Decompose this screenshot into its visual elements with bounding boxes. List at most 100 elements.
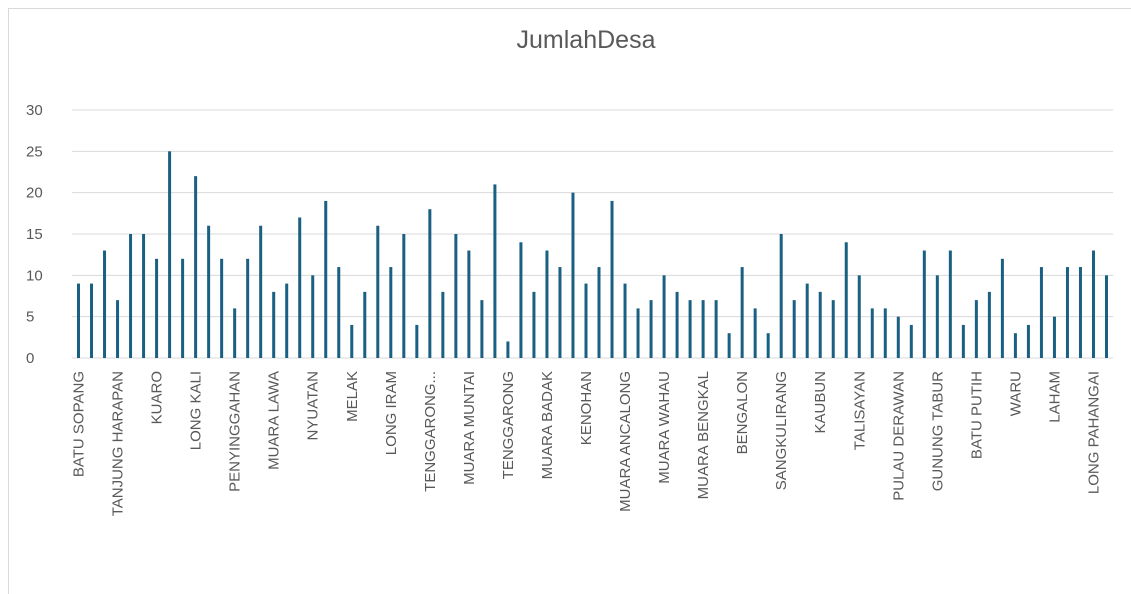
bar [350,324,354,358]
y-tick-label: 25 [26,143,43,160]
x-tick-label: LAHAM [1046,371,1063,423]
x-tick-label: KAUBUN [812,371,829,434]
x-tick-label: SANGKULIRANG [773,371,790,490]
y-tick-label: 0 [26,350,34,367]
x-tick-label: KUARO [149,371,166,424]
x-tick-label: MUARA LAWA [266,371,283,470]
bar [324,200,328,358]
x-tick-label: BATU SOPANG [71,371,88,477]
bar [181,258,185,358]
bar [1039,267,1043,358]
x-tick-label: MUARA ANCALONG [617,371,634,512]
bar [883,308,887,358]
bar [116,300,120,358]
x-tick-label: KENOHAN [578,371,595,445]
bar [259,225,263,358]
bar [948,250,952,358]
bar [1026,324,1030,358]
bar [155,258,159,358]
bar [584,283,588,358]
bar [194,176,198,358]
bar [870,308,874,358]
bar [90,283,94,358]
chart-title: JumlahDesa [517,26,656,54]
x-tick-label: TENGGARONG [500,371,517,479]
bar [974,300,978,358]
x-tick-label: TENGGARONG... [422,371,439,492]
y-tick-label: 5 [26,309,34,326]
bar [337,267,341,358]
bar [428,209,432,358]
x-tick-label: WARU [1007,371,1024,416]
x-tick-label: NYUATAN [305,371,322,440]
bar [311,275,315,358]
bar [805,283,809,358]
bar [246,258,250,358]
bar [571,192,575,358]
bar [987,291,991,358]
bar [727,333,731,358]
y-tick-label: 10 [26,267,43,284]
bar [597,267,601,358]
bar [207,225,211,358]
bar [779,234,783,358]
x-tick-label: MUARA MUNTAI [461,371,478,485]
bar [298,217,302,358]
bar [649,300,653,358]
chart-frame [8,8,1131,594]
bar [844,242,848,358]
bar [1000,258,1004,358]
bar [766,333,770,358]
bar [701,300,705,358]
bar [129,234,133,358]
bar [1013,333,1017,358]
bar [935,275,939,358]
bar [285,283,289,358]
bar [714,300,718,358]
bar [623,283,627,358]
y-tick-label: 30 [26,102,43,119]
bar [272,291,276,358]
bar [454,234,458,358]
bar [753,308,757,358]
bar [1052,316,1056,358]
bar [467,250,471,358]
x-tick-label: GUNUNG TABUR [929,371,946,491]
y-tick-label: 15 [26,226,43,243]
bar [415,324,419,358]
bar [610,200,614,358]
bar [688,300,692,358]
bar [545,250,549,358]
bar [857,275,861,358]
bar [792,300,796,358]
bar [896,316,900,358]
x-tick-label: BATU PUTIH [968,371,985,459]
x-tick-label: LONG KALI [188,371,205,450]
bar [233,308,237,358]
x-tick-label: LONG PAHANGAI [1085,371,1102,494]
bar [675,291,679,358]
x-tick-label: PULAU DERAWAN [890,371,907,501]
bar [636,308,640,358]
bar [506,341,510,358]
x-tick-label: MUARA BENGKAL [695,371,712,499]
x-tick-label: BENGALON [734,371,751,454]
bar [77,283,81,358]
bar [168,151,172,358]
bar [662,275,666,358]
bar [142,234,146,358]
bar [740,267,744,358]
bar [493,184,497,358]
y-tick-label: 20 [26,185,43,202]
bar [1104,275,1108,358]
bar [831,300,835,358]
bar [909,324,913,358]
x-tick-label: MUARA BADAK [539,371,556,479]
bar [519,242,523,358]
bar [389,267,393,358]
bar [558,267,562,358]
bar [961,324,965,358]
x-tick-label: MELAK [344,371,361,422]
